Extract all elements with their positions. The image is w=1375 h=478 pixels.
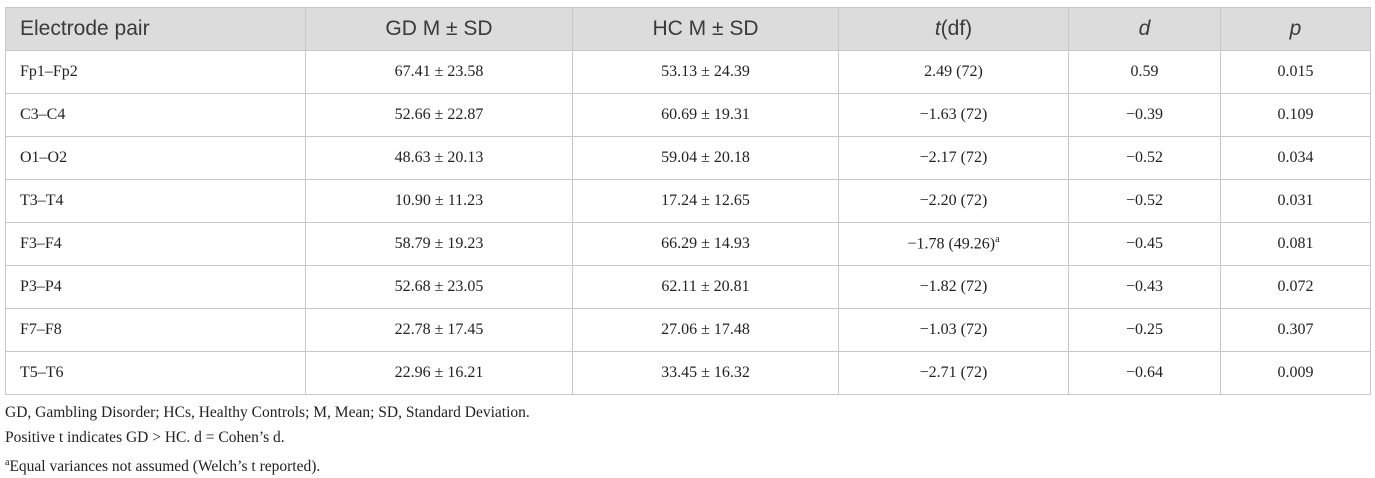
table-cell: −2.71 (72) xyxy=(838,351,1069,395)
table-cell: 0.307 xyxy=(1220,308,1371,352)
table-cell: 58.79 ± 19.23 xyxy=(305,222,573,266)
table-cell: 0.59 xyxy=(1068,50,1221,94)
table-cell: F7–F8 xyxy=(5,308,306,352)
table-cell: −0.25 xyxy=(1068,308,1221,352)
table-cell: T3–T4 xyxy=(5,179,306,223)
table-cell: 62.11 ± 20.81 xyxy=(572,265,839,309)
table-cell: 2.49 (72) xyxy=(838,50,1069,94)
table-cell: −1.82 (72) xyxy=(838,265,1069,309)
footnotes: GD, Gambling Disorder; HCs, Healthy Cont… xyxy=(5,402,530,477)
header-italic: t xyxy=(934,17,941,40)
table-wrap: Electrode pair GD M ± SD HC M ± SD t(df)… xyxy=(5,7,1371,395)
table-cell: 22.96 ± 16.21 xyxy=(305,351,573,395)
table-cell: 22.78 ± 17.45 xyxy=(305,308,573,352)
table-cell: 0.031 xyxy=(1220,179,1371,223)
table-cell: 0.081 xyxy=(1220,222,1371,266)
table-row: F7–F8 22.78 ± 17.45 27.06 ± 17.48 −1.03 (72… xyxy=(5,308,1371,352)
table-row: T3–T4 10.90 ± 11.23 17.24 ± 12.65 −2.20 (72… xyxy=(5,179,1371,223)
table-cell: −2.17 (72) xyxy=(838,136,1069,180)
table-row: O1–O2 48.63 ± 20.13 59.04 ± 20.18 −2.17 (72… xyxy=(5,136,1371,180)
table-cell: 10.90 ± 11.23 xyxy=(305,179,573,223)
table-cell: 0.009 xyxy=(1220,351,1371,395)
table-body: Fp1–Fp2 67.41 ± 23.58 53.13 ± 24.39 2.49 (7… xyxy=(5,50,1371,395)
header-cell: d xyxy=(1068,7,1221,51)
table-cell: −0.45 xyxy=(1068,222,1221,266)
table-cell: −0.52 xyxy=(1068,179,1221,223)
header-cell: HC M ± SD xyxy=(572,7,839,51)
table-cell: 17.24 ± 12.65 xyxy=(572,179,839,223)
footnote-text: Equal variances not assumed (Welch’s t r… xyxy=(9,458,321,476)
table-cell: 59.04 ± 20.18 xyxy=(572,136,839,180)
header-cell: t(df) xyxy=(838,7,1069,51)
table-cell: F3–F4 xyxy=(5,222,306,266)
table-cell: 0.034 xyxy=(1220,136,1371,180)
table: Electrode pair GD M ± SD HC M ± SD t(df)… xyxy=(5,7,1371,395)
table-cell: 60.69 ± 19.31 xyxy=(572,93,839,137)
table-cell: 52.68 ± 23.05 xyxy=(305,265,573,309)
table-cell: P3–P4 xyxy=(5,265,306,309)
cell-text: −1.78 (49.26) xyxy=(907,235,996,253)
table-cell: 27.06 ± 17.48 xyxy=(572,308,839,352)
table-cell: 0.015 xyxy=(1220,50,1371,94)
table-row: T5–T6 22.96 ± 16.21 33.45 ± 16.32 −2.71 (72… xyxy=(5,351,1371,395)
table-cell: 33.45 ± 16.32 xyxy=(572,351,839,395)
footnote: aEqual variances not assumed (Welch’s t … xyxy=(5,452,530,477)
cell-note: a xyxy=(995,234,1000,246)
table-cell: O1–O2 xyxy=(5,136,306,180)
table-cell: 0.072 xyxy=(1220,265,1371,309)
table-cell: 66.29 ± 14.93 xyxy=(572,222,839,266)
table-cell: 48.63 ± 20.13 xyxy=(305,136,573,180)
header-cell: GD M ± SD xyxy=(305,7,573,51)
footnote: Positive t indicates GD > HC. d = Cohen’… xyxy=(5,429,285,446)
header-cell: p xyxy=(1220,7,1371,51)
header-cell: Electrode pair xyxy=(5,7,306,51)
table-cell: 53.13 ± 24.39 xyxy=(572,50,839,94)
table-cell: −0.39 xyxy=(1068,93,1221,137)
footnote-mark: a xyxy=(5,457,10,468)
table-row: C3–C4 52.66 ± 22.87 60.69 ± 19.31 −1.63 (72… xyxy=(5,93,1371,137)
table-cell: 0.109 xyxy=(1220,93,1371,137)
table-row: P3–P4 52.68 ± 23.05 62.11 ± 20.81 −1.82 (72… xyxy=(5,265,1371,309)
table-row: F3–F4 58.79 ± 19.23 66.29 ± 14.93 −1.78 (49… xyxy=(5,222,1371,266)
table-cell: T5–T6 xyxy=(5,351,306,395)
table-cell: C3–C4 xyxy=(5,93,306,137)
table-cell: Fp1–Fp2 xyxy=(5,50,306,94)
table-cell: −2.20 (72) xyxy=(838,179,1069,223)
table-cell: −0.52 xyxy=(1068,136,1221,180)
table-row: Fp1–Fp2 67.41 ± 23.58 53.13 ± 24.39 2.49 (7… xyxy=(5,50,1371,94)
table-cell: −1.78 (49.26)a xyxy=(838,222,1069,266)
table-cell: −0.43 xyxy=(1068,265,1221,309)
table-cell: −1.03 (72) xyxy=(838,308,1069,352)
table-cell: −1.63 (72) xyxy=(838,93,1069,137)
table-cell: 52.66 ± 22.87 xyxy=(305,93,573,137)
table-cell: 67.41 ± 23.58 xyxy=(305,50,573,94)
table-cell: −0.64 xyxy=(1068,351,1221,395)
header-row: Electrode pair GD M ± SD HC M ± SD t(df)… xyxy=(5,7,1371,51)
footnote: GD, Gambling Disorder; HCs, Healthy Cont… xyxy=(5,404,530,421)
header-text: (df) xyxy=(940,17,973,40)
